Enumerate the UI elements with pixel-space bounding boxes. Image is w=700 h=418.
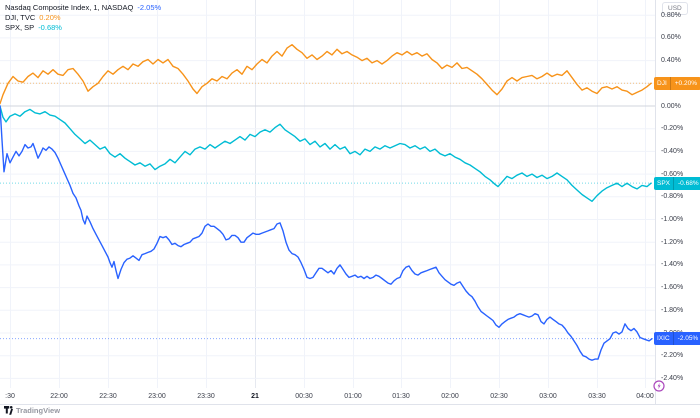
time-tick-label: 03:30 — [588, 393, 606, 400]
legend-row-spx[interactable]: SPX, SP -0.68% — [5, 23, 161, 33]
time-tick-label-day: 21 — [251, 393, 259, 400]
badge-symbol: DJI — [654, 76, 671, 90]
dji-series-line[interactable] — [0, 44, 652, 105]
ixic-price-badge: IXIC -2.05% — [654, 332, 700, 346]
spx-series-line[interactable] — [0, 105, 652, 203]
price-tick-label: -2.40% — [661, 374, 684, 382]
time-tick-label: 01:30 — [392, 393, 410, 400]
spx-price-badge: SPX -0.68% — [654, 176, 700, 190]
price-tick-label: -1.20% — [661, 238, 684, 246]
legend-change-value: -0.68% — [38, 23, 62, 32]
legend-row-dji[interactable]: DJI, TVC 0.20% — [5, 13, 161, 23]
currency-label: USD — [662, 2, 688, 15]
badge-value: -2.05% — [677, 335, 699, 343]
legend-change-value: 0.20% — [39, 13, 61, 22]
time-tick-label: 22:30 — [99, 393, 117, 400]
badge-value: +0.20% — [674, 79, 697, 87]
price-tick-label: -0.40% — [661, 147, 684, 155]
price-tick-label: -1.60% — [661, 284, 684, 292]
dji-price-badge: DJI +0.20% — [654, 76, 700, 90]
time-tick-label: 23:00 — [148, 393, 166, 400]
legend-symbol-title: SPX, SP — [5, 23, 35, 32]
time-tick-label: 04:00 — [636, 393, 654, 400]
legend-change-value: -2.05% — [137, 3, 162, 12]
price-tick-label: -1.00% — [661, 216, 684, 223]
price-tick-label: -1.40% — [661, 261, 684, 269]
time-tick-label: 23:30 — [197, 393, 215, 400]
legend: Nasdaq Composite Index, 1, NASDAQ -2.05% D… — [5, 3, 161, 33]
time-tick-label: 01:00 — [344, 393, 362, 400]
badge-symbol: IXIC — [654, 332, 674, 346]
price-tick-label: -2.20% — [661, 352, 684, 360]
price-tick-label: 0.80% — [661, 11, 681, 19]
ixic-series-line[interactable] — [0, 105, 653, 361]
time-tick-label: 00:30 — [295, 393, 313, 400]
attribution-bar: TradingView — [4, 406, 60, 418]
price-tick-label: -0.60% — [661, 170, 684, 178]
legend-row-ixic[interactable]: Nasdaq Composite Index, 1, NASDAQ -2.05% — [5, 3, 161, 13]
badge-symbol: SPX — [654, 176, 675, 190]
time-tick-label: :30 — [5, 393, 15, 400]
time-tick-label: 02:00 — [441, 393, 459, 400]
badge-value: -0.68% — [678, 179, 699, 187]
legend-symbol-title: DJI, TVC — [5, 13, 36, 22]
price-tick-label: 0.00% — [661, 102, 681, 110]
time-tick-label: 22:00 — [50, 393, 68, 400]
price-tick-label: 0.40% — [661, 57, 681, 65]
price-tick-label: 0.60% — [661, 34, 681, 42]
price-tick-label: -0.20% — [661, 125, 684, 133]
legend-symbol-title: Nasdaq Composite Index, 1, NASDAQ — [5, 3, 134, 12]
time-tick-label: 03:00 — [539, 393, 557, 400]
tradingview-logo-icon[interactable] — [4, 406, 13, 415]
time-axis[interactable]: :30 22:00 22:30 23:00 23:30 21 00:30 01:00 01:30… — [0, 389, 700, 405]
price-tick-label: -0.80% — [661, 193, 684, 201]
time-tick-label: 02:30 — [490, 393, 508, 400]
tradingview-logo-text[interactable]: TradingView — [16, 406, 61, 415]
price-plot-area[interactable] — [0, 0, 655, 389]
price-tick-label: -1.80% — [661, 306, 684, 314]
lightning-bolt-icon — [657, 382, 661, 390]
price-axis[interactable]: USD 0.80% 0.60% 0.40% 0.00% -0.20% -0.40% -0.6… — [654, 0, 700, 404]
session-status-icon[interactable] — [653, 380, 665, 392]
